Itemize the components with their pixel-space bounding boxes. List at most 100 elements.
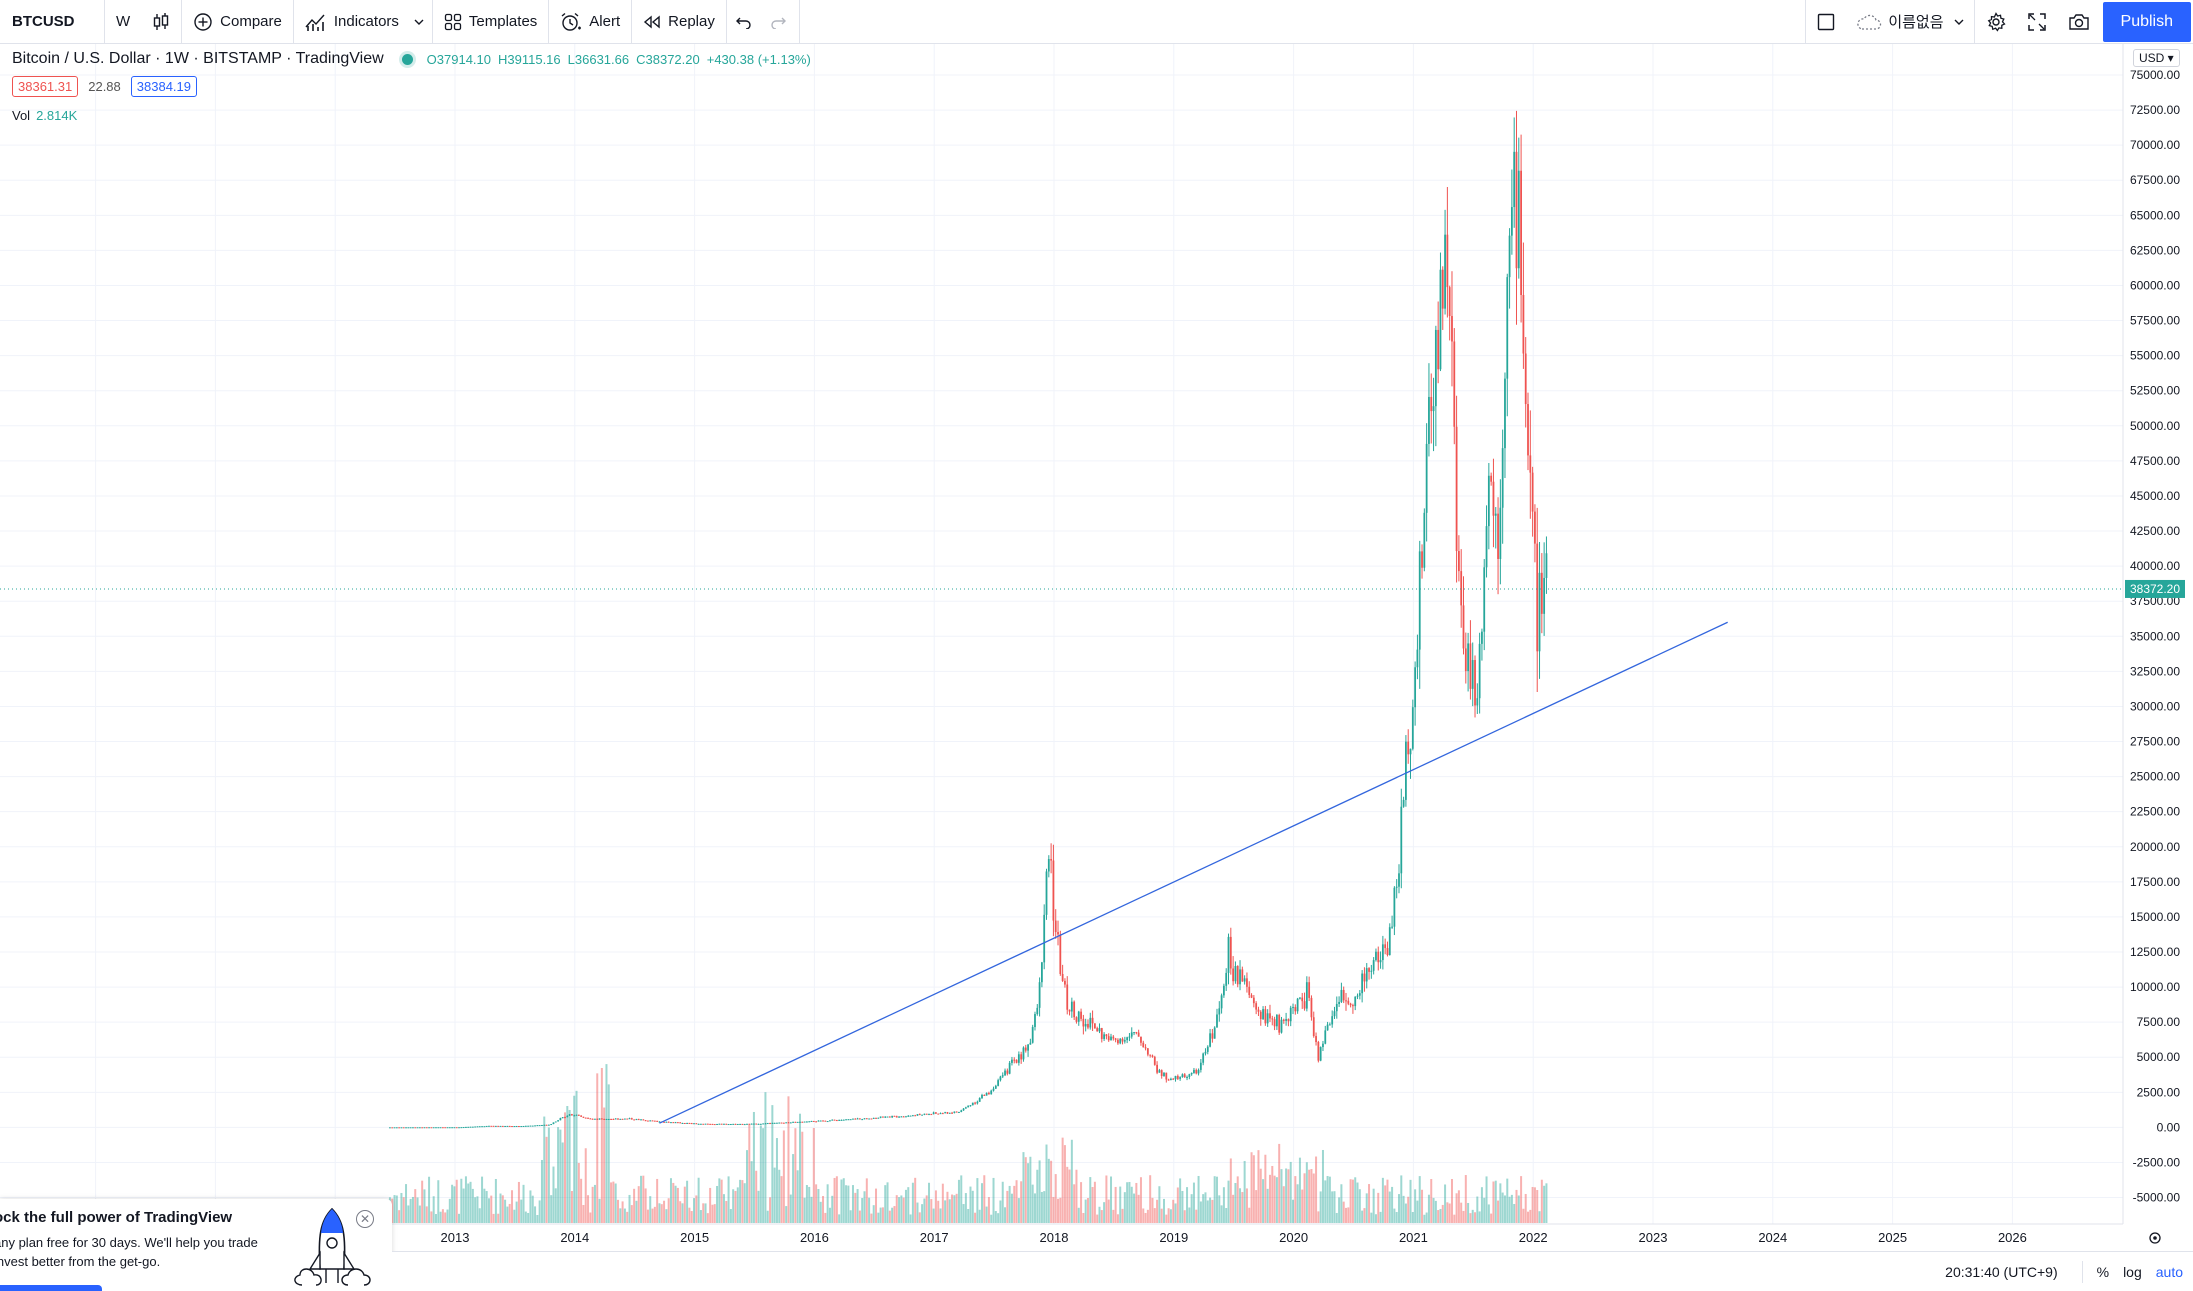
candle-body (882, 1116, 884, 1118)
candle-body (946, 1112, 949, 1114)
candle-body (1487, 475, 1490, 527)
candle-body (508, 1125, 511, 1127)
promo-close-button[interactable]: ✕ (356, 1210, 374, 1228)
sell-price-button[interactable]: 38361.31 (12, 76, 79, 97)
candle-body (1011, 1059, 1013, 1063)
chart-style-button[interactable] (141, 0, 181, 44)
volume-bar (1333, 1191, 1336, 1223)
indicators-button[interactable]: Indicators (294, 0, 410, 44)
candle-body (1153, 1056, 1156, 1065)
candle-body (1524, 353, 1527, 405)
candle-body (444, 1127, 447, 1129)
candle-body (1015, 1059, 1018, 1063)
volume-bar (1381, 1177, 1384, 1223)
publish-button[interactable]: Publish (2102, 1, 2191, 42)
compare-button[interactable]: Compare (182, 0, 293, 44)
candle-body (573, 1115, 576, 1117)
volume-bar (992, 1177, 995, 1223)
time-axis-label: 2024 (1758, 1230, 1787, 1245)
candle-body (695, 1123, 698, 1125)
candle-body (1292, 1007, 1294, 1009)
volume-bar (1485, 1176, 1488, 1223)
timezone-clock[interactable]: 20:31:40 (UTC+9) (1945, 1263, 2058, 1280)
candle-body (1135, 1032, 1138, 1034)
candle-body (513, 1126, 516, 1128)
settings-button[interactable] (1973, 0, 2017, 44)
volume-bar (407, 1205, 410, 1223)
candle-body (674, 1122, 677, 1124)
candle-body (854, 1118, 857, 1120)
volume-bar (881, 1207, 884, 1223)
legend-title[interactable]: Bitcoin / U.S. Dollar · 1W · BITSTAMP · … (12, 50, 384, 67)
candle-body (932, 1112, 935, 1115)
candle-body (635, 1119, 638, 1121)
volume-bar (1402, 1195, 1405, 1223)
replay-button[interactable]: Replay (632, 0, 726, 44)
currency-select[interactable]: USD ▾ (2133, 49, 2180, 67)
candle-body (868, 1118, 871, 1120)
volume-bar (764, 1092, 767, 1223)
volume-bar (983, 1175, 986, 1223)
symbol-group: BTCUSD (0, 0, 105, 44)
candle-body (1255, 1003, 1258, 1010)
candle-body (1312, 1017, 1315, 1037)
candle-body (524, 1125, 527, 1127)
symbol-search[interactable]: BTCUSD (12, 13, 75, 30)
candle-body (960, 1110, 963, 1112)
last-price-label: 38372.20 (2130, 582, 2180, 596)
volume-bar (1515, 1189, 1518, 1223)
volume-bar (1522, 1208, 1525, 1223)
candle-body (400, 1127, 403, 1129)
volume-bar (1533, 1187, 1536, 1223)
volume-bar (1160, 1208, 1163, 1223)
candle-body (923, 1113, 926, 1115)
volume-bar (623, 1208, 626, 1223)
candle-body (930, 1114, 933, 1116)
percent-scale-toggle[interactable]: % (2096, 1263, 2110, 1280)
candle-body (425, 1127, 428, 1129)
price-axis-label: 32500.00 (2130, 664, 2180, 678)
candle-body (1093, 1023, 1096, 1029)
layout-name-button[interactable]: 이름없음 (1846, 0, 1973, 44)
volume-bar (1296, 1184, 1299, 1223)
volume-legend[interactable]: Vol 2.814K (12, 108, 77, 123)
volume-bar (446, 1209, 449, 1223)
layout-select-button[interactable] (1805, 0, 1846, 44)
candle-body (1206, 1046, 1209, 1052)
redo-button[interactable] (761, 0, 799, 44)
trend-line[interactable] (659, 621, 1728, 1124)
fullscreen-button[interactable] (2017, 0, 2057, 44)
promo-cta-button[interactable] (0, 1285, 102, 1291)
log-scale-toggle[interactable]: log (2123, 1263, 2142, 1280)
candle-body (1370, 970, 1373, 972)
axis-settings-gear-icon[interactable] (2149, 1232, 2161, 1244)
volume-bar (750, 1161, 753, 1223)
volume-bar (1361, 1210, 1364, 1223)
volume-bar (441, 1209, 444, 1223)
snapshot-button[interactable] (2057, 0, 2101, 44)
volume-bar (722, 1194, 725, 1223)
volume-bar (1250, 1152, 1253, 1223)
indicators-dropdown[interactable] (410, 0, 432, 44)
price-chart[interactable]: 75000.00 72500.00 70000.00 67500.00 65000.00… (0, 44, 2193, 1291)
price-axis-label: 5000.00 (2137, 1050, 2181, 1064)
candle-body (492, 1125, 495, 1127)
top-toolbar: BTCUSD W Compare Indicators (0, 0, 2193, 44)
candle-body (582, 1116, 585, 1118)
volume-bar (1301, 1189, 1304, 1223)
templates-button[interactable]: Templates (433, 0, 548, 44)
candle-body (483, 1126, 486, 1128)
alert-button[interactable]: Alert (549, 0, 631, 44)
volume-bar (1259, 1168, 1262, 1223)
buy-price-button[interactable]: 38384.19 (130, 76, 198, 97)
auto-scale-toggle[interactable]: auto (2155, 1263, 2183, 1280)
candle-body (504, 1125, 507, 1127)
candle-body (794, 1121, 797, 1123)
undo-button[interactable] (727, 0, 761, 44)
candle-body (1428, 396, 1430, 444)
candle-body (835, 1120, 838, 1122)
volume-bar (891, 1207, 894, 1223)
volume-bar (1149, 1175, 1152, 1223)
volume-bar (1222, 1187, 1225, 1223)
interval-button[interactable]: W (116, 13, 131, 30)
